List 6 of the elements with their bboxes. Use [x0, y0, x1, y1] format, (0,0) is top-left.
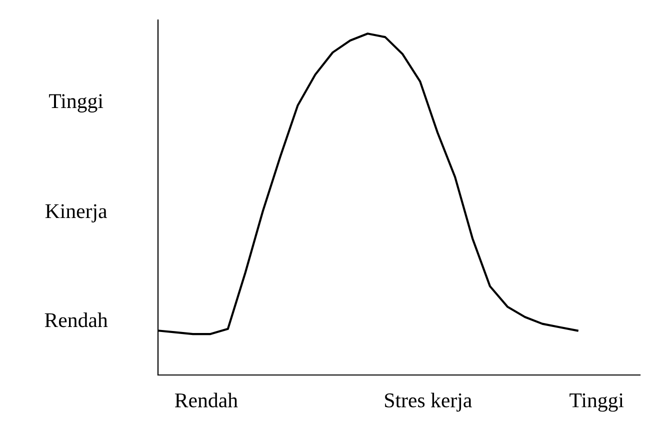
text: Tinggi [570, 393, 624, 412]
y-axis-title: Kinerja [45, 204, 108, 222]
x-axis-title: Stres kerja [385, 392, 472, 412]
text: Rendah [174, 392, 238, 408]
text: Rendah [44, 312, 108, 328]
text: Tinggi [49, 94, 104, 112]
